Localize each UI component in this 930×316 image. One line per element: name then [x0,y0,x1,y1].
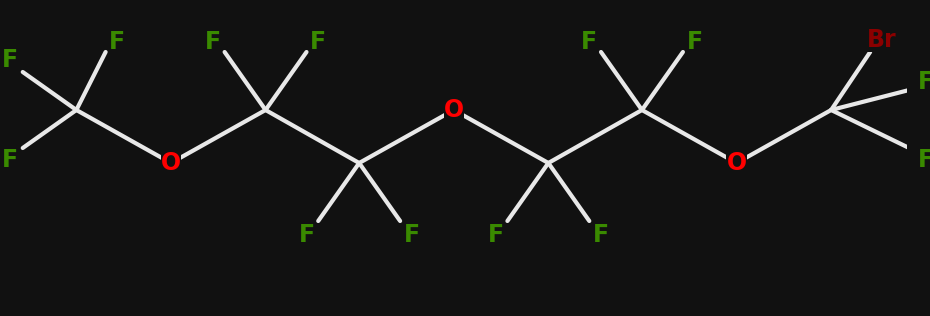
Text: F: F [918,148,930,172]
Text: F: F [205,30,221,54]
Text: F: F [918,70,930,94]
Text: F: F [109,30,126,54]
Text: Br: Br [867,28,897,52]
Text: F: F [404,223,419,247]
Text: F: F [299,223,314,247]
Text: O: O [161,151,181,175]
Text: F: F [593,223,609,247]
Text: F: F [310,30,326,54]
Text: F: F [2,48,18,72]
Text: O: O [444,98,464,122]
Text: F: F [2,148,18,172]
Text: F: F [686,30,703,54]
Text: F: F [487,223,504,247]
Text: F: F [581,30,597,54]
Text: O: O [726,151,747,175]
